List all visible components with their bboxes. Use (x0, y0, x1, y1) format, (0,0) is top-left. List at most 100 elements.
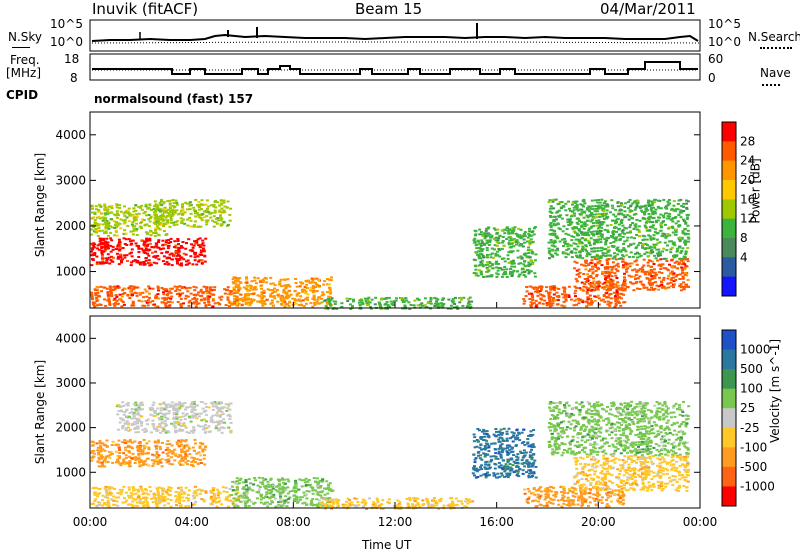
heatmap-cell-region-2 (265, 493, 269, 496)
heatmap-cell-region-1 (154, 305, 158, 308)
heatmap-cell-region-7 (600, 264, 604, 267)
heatmap-cell-region-1 (143, 304, 146, 307)
heatmap-cell-region-1 (123, 287, 127, 290)
heatmap-cell-region-8 (662, 214, 665, 217)
heatmap-cell-region-1 (137, 495, 140, 498)
heatmap-cell-region-8 (587, 234, 591, 237)
heatmap-cell-region-4 (172, 221, 176, 224)
heatmap-cell-region-6 (532, 287, 536, 290)
heatmap-cell-region-4 (220, 211, 224, 214)
heatmap-cell-region-2 (285, 297, 289, 300)
heatmap-cell-region-2 (272, 493, 276, 496)
heatmap-cell-region-2 (249, 298, 253, 300)
heatmap-cell-region-7 (625, 270, 629, 273)
heatmap-cell-region-0 (169, 237, 173, 240)
heatmap-cell-region-2 (311, 305, 315, 308)
heatmap-cell-region-0 (181, 459, 185, 462)
heatmap-cell-region-6 (586, 298, 590, 301)
heatmap-cell-region-0 (135, 458, 139, 461)
heatmap-cell-region-1 (214, 501, 218, 504)
heatmap-cell-region-4 (197, 225, 201, 228)
heatmap-cell-region-2 (328, 278, 332, 281)
heatmap-cell-region-4 (223, 205, 227, 208)
heatmap-cell-region-2 (264, 478, 268, 481)
heatmap-cell-region-3 (107, 205, 111, 208)
heatmap-cell-region-0 (157, 258, 161, 261)
heatmap-cell-region-2 (306, 293, 310, 296)
heatmap-cell-region-4 (226, 200, 230, 203)
heatmap-cell-region-8 (629, 244, 633, 247)
heatmap-cell-region-8 (573, 247, 576, 250)
heatmap-cell-region-7 (592, 286, 596, 289)
heatmap-cell-region-1 (191, 503, 195, 506)
heatmap-cell-region-0 (136, 450, 140, 453)
heatmap-cell-region-2 (270, 301, 274, 304)
heatmap-cell-region-8 (606, 249, 610, 252)
heatmap-cell-region-8 (579, 203, 583, 206)
heatmap-cell-region-2 (317, 296, 320, 299)
heatmap-cell-region-0 (117, 457, 121, 459)
heatmap-cell-region-0 (185, 444, 189, 447)
heatmap-cell-region-8 (677, 246, 681, 249)
heatmap-cell-region-2 (247, 301, 250, 304)
heatmap-cell-region-3 (172, 412, 176, 414)
heatmap-cell-region-2 (326, 483, 330, 486)
heatmap-cell-region-0 (167, 242, 171, 244)
heatmap-cell-region-5 (526, 236, 530, 239)
heatmap-cell-region-6 (609, 297, 613, 300)
colorbar-swatch (722, 160, 736, 181)
heatmap-cell-region-0 (155, 262, 159, 265)
heatmap-cell-region-8 (683, 232, 687, 235)
heatmap-cell-region-9 (367, 296, 371, 299)
colorbar-swatch (722, 141, 736, 162)
heatmap-cell-region-8 (549, 226, 553, 229)
heatmap-cell-region-4 (158, 218, 162, 221)
heatmap-cell-region-8 (568, 219, 572, 222)
heatmap-cell-region-2 (264, 495, 268, 498)
heatmap-cell-region-6 (557, 294, 561, 297)
heatmap-cell-region-8 (630, 209, 634, 212)
heatmap-cell-region-2 (244, 293, 247, 296)
heatmap-cell-region-2 (297, 488, 301, 491)
heatmap-cell-region-2 (315, 491, 319, 494)
heatmap-cell-region-5 (529, 263, 532, 266)
heatmap-cell-region-0 (124, 456, 128, 459)
freq-panel-frame (89, 53, 701, 81)
heatmap-cell-region-0 (196, 238, 200, 241)
heatmap-cell-region-3 (119, 417, 123, 420)
heatmap-cell-region-2 (306, 298, 309, 301)
heatmap-cell-region-2 (279, 503, 283, 506)
heatmap-cell-region-3 (106, 225, 110, 228)
heatmap-cell-region-2 (287, 497, 291, 500)
heatmap-cell-region-8 (553, 224, 556, 227)
heatmap-cell-region-2 (246, 297, 250, 300)
heatmap-cell-region-0 (185, 260, 188, 263)
heatmap-cell-region-9 (470, 300, 474, 303)
heatmap-cell-region-1 (227, 300, 231, 303)
heatmap-cell-region-2 (306, 480, 310, 483)
heatmap-cell-region-3 (143, 427, 147, 430)
heatmap-cell-region-9 (373, 303, 377, 306)
heatmap-cell-region-0 (137, 456, 141, 459)
heatmap-cell-region-0 (103, 244, 107, 247)
heatmap-cell-region-3 (97, 227, 101, 230)
heatmap-cell-region-8 (572, 209, 576, 212)
heatmap-cell-region-1 (146, 299, 150, 302)
heatmap-cell-region-9 (324, 307, 328, 310)
heatmap-cell-region-7 (623, 284, 627, 287)
heatmap-cell-region-0 (90, 456, 94, 459)
heatmap-cell-region-1 (155, 505, 159, 508)
heatmap-cell-region-8 (569, 244, 573, 247)
heatmap-cell-region-0 (141, 449, 145, 452)
heatmap-cell-region-8 (637, 225, 641, 228)
heatmap-cell-region-5 (524, 252, 528, 255)
heatmap-cell-region-2 (256, 277, 260, 280)
heatmap-cell-region-0 (143, 245, 147, 248)
heatmap-cell-region-2 (239, 500, 243, 503)
station-title: Inuvik (fitACF) (92, 0, 199, 18)
heatmap-cell-region-8 (684, 253, 688, 255)
heatmap-cell-region-0 (128, 461, 132, 464)
heatmap-cell-region-6 (605, 291, 609, 294)
heatmap-cell-region-2 (296, 500, 300, 503)
heatmap-cell-region-8 (641, 211, 645, 213)
